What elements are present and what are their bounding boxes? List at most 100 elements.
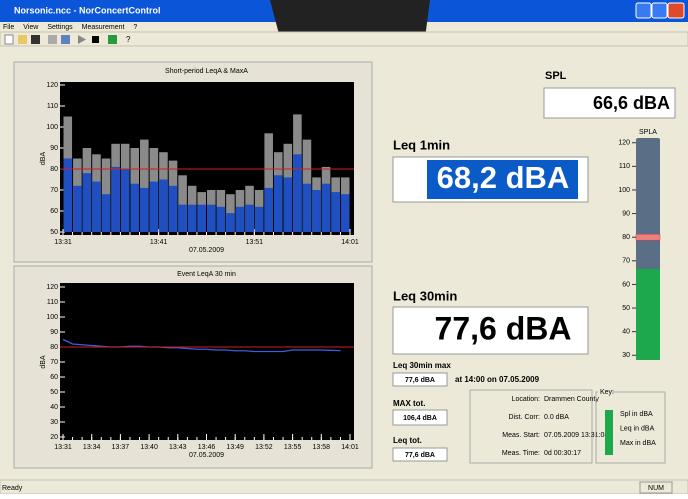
bar <box>255 207 264 232</box>
save-icon[interactable] <box>31 35 40 44</box>
info-label: Meas. Start: <box>502 432 540 439</box>
y-tick-label: 110 <box>619 163 630 170</box>
page: {"window": {"title": "Norsonic.ncc - Nor… <box>0 0 688 494</box>
y-axis-label: dBA <box>40 355 47 369</box>
y-tick-label: 20 <box>50 434 58 441</box>
toolbar-icons: ? <box>5 35 131 44</box>
y-tick-label: 30 <box>622 352 630 359</box>
y-tick-label: 110 <box>47 299 58 306</box>
leq30max-value: 77,6 dBA <box>405 377 435 384</box>
key-item: Leq in dBA <box>620 425 655 432</box>
bar <box>341 194 350 232</box>
new-icon[interactable] <box>5 35 13 44</box>
leq1-label: Leq 1min <box>393 137 450 152</box>
menu-item[interactable]: View <box>23 24 39 31</box>
bar <box>197 205 206 232</box>
spl-label: SPL <box>545 70 567 82</box>
key-swatch <box>605 410 613 455</box>
y-tick-label: 120 <box>46 284 58 291</box>
x-tick-label: 14:01 <box>341 239 359 246</box>
bar <box>293 154 302 232</box>
stop-icon[interactable] <box>92 36 99 43</box>
bar <box>188 205 197 232</box>
bar <box>312 190 321 232</box>
info-value: 07.05.2009 13:31:08 <box>544 432 608 439</box>
leqtot-label: Leq tot. <box>393 436 422 445</box>
y-tick-label: 100 <box>46 124 58 131</box>
menu-item[interactable]: File <box>3 24 14 31</box>
toolbar <box>0 32 688 46</box>
y-tick-label: 90 <box>50 145 58 152</box>
y-tick-label: 60 <box>50 208 58 215</box>
maxtot-label: MAX tot. <box>393 399 425 408</box>
bar <box>169 186 178 232</box>
bar <box>64 159 73 233</box>
x-tick-label: 13:41 <box>150 239 168 246</box>
y-tick-label: 100 <box>618 187 630 194</box>
plot-area <box>60 283 354 440</box>
bar <box>159 180 168 233</box>
y-tick-label: 50 <box>622 305 630 312</box>
bar <box>322 184 331 232</box>
bar <box>236 207 245 232</box>
leq30max-label: Leq 30min max <box>393 361 451 370</box>
y-tick-label: 90 <box>622 210 630 217</box>
y-tick-label: 30 <box>50 419 58 426</box>
x-axis-label: 07.05.2009 <box>189 247 224 254</box>
x-tick-label: 13:43 <box>169 444 187 451</box>
open-icon[interactable] <box>18 35 27 44</box>
bar <box>331 192 340 232</box>
y-tick-label: 70 <box>622 258 630 265</box>
bar <box>245 205 254 232</box>
app-window: Norsonic.ncc - NorConcertControl File Vie… <box>0 0 688 494</box>
x-tick-label: 13:58 <box>313 444 331 451</box>
y-tick-label: 80 <box>50 166 58 173</box>
key-item: Spl in dBA <box>620 411 653 418</box>
bar <box>274 175 283 232</box>
bar <box>111 167 120 232</box>
bar <box>284 177 293 232</box>
gauge-marker <box>636 234 660 240</box>
maxtot-value: 106,4 dBA <box>403 415 437 422</box>
status-num: NUM <box>648 485 664 492</box>
x-tick-label: 13:31 <box>54 239 72 246</box>
leq30max-time: at 14:00 on 07.05.2009 <box>455 375 540 384</box>
info-label: Location: <box>512 396 540 403</box>
y-tick-label: 70 <box>50 359 58 366</box>
x-tick-label: 13:34 <box>83 444 101 451</box>
help-icon[interactable]: ? <box>126 35 131 44</box>
close-button[interactable] <box>668 3 684 18</box>
gauge-title: SPLA <box>639 129 657 136</box>
bar <box>150 182 159 232</box>
menu-item[interactable]: Settings <box>47 24 73 31</box>
menu-item[interactable]: ? <box>133 24 137 31</box>
leq1-value: 68,2 dBA <box>437 160 570 195</box>
minimize-button[interactable] <box>636 3 651 18</box>
window-title: Norsonic.ncc - NorConcertControl <box>14 5 161 15</box>
menu-item[interactable]: Measurement <box>82 24 125 31</box>
x-tick-label: 13:31 <box>54 444 72 451</box>
excel-icon[interactable] <box>108 35 117 44</box>
y-tick-label: 100 <box>46 314 58 321</box>
copy-icon[interactable] <box>48 35 57 44</box>
bar <box>83 173 92 232</box>
maximize-button[interactable] <box>652 3 667 18</box>
y-tick-label: 70 <box>50 187 58 194</box>
y-axis-label: dBA <box>40 152 47 166</box>
gauge-level <box>636 269 660 360</box>
info-value: Drammen County <box>544 396 599 403</box>
bar <box>140 188 149 232</box>
key-title: Key: <box>600 389 614 396</box>
bar <box>121 169 130 232</box>
tool-icon[interactable] <box>61 35 70 44</box>
x-tick-label: 13:55 <box>284 444 302 451</box>
key-items: Spl in dBA Leq in dBA Max in dBA <box>620 411 656 447</box>
bar <box>226 213 235 232</box>
menu-bar: File View Settings Measurement? <box>3 24 137 31</box>
key-item: Max in dBA <box>620 440 656 447</box>
y-tick-label: 50 <box>50 229 58 236</box>
bar <box>130 184 139 232</box>
x-tick-label: 13:49 <box>226 444 244 451</box>
bar <box>102 194 111 232</box>
y-tick-label: 40 <box>622 329 630 336</box>
